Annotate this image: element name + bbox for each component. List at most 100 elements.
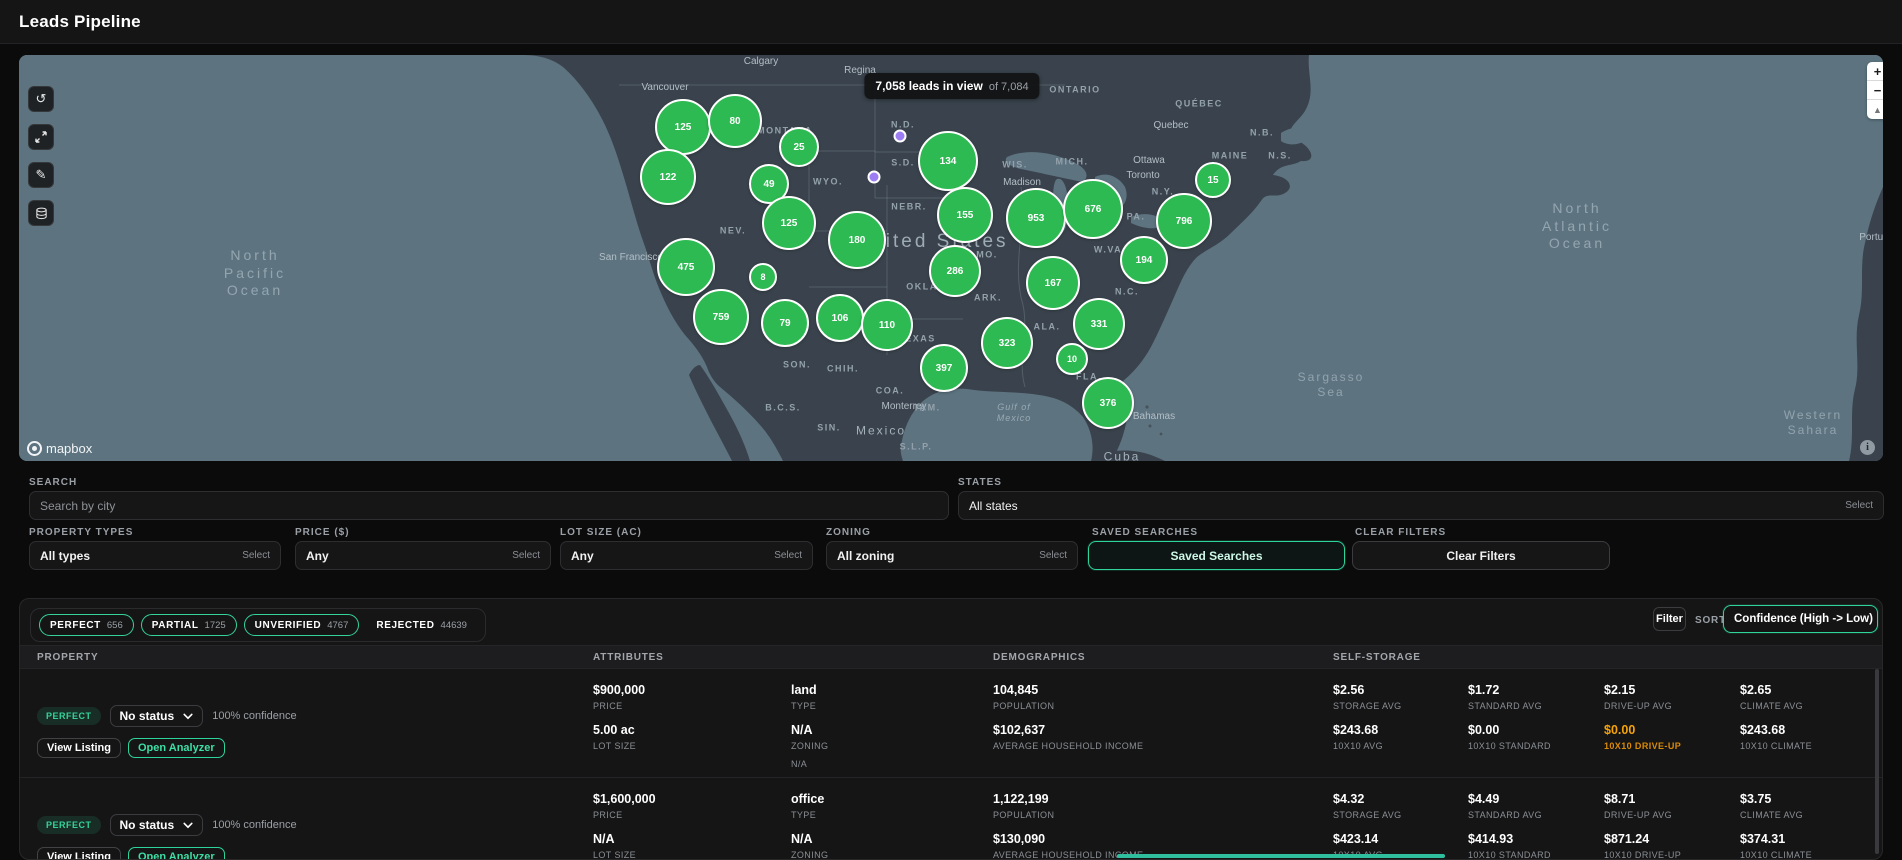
cluster-marker[interactable]: 110 — [861, 299, 913, 351]
cell-value: $3.75 — [1740, 792, 1772, 806]
table-row[interactable]: PERFECT No status 100% confidence View L… — [20, 669, 1882, 778]
cell-label: 10X10 CLIMATE — [1740, 740, 1813, 751]
table-header: PROPERTY ATTRIBUTES DEMOGRAPHICS SELF-ST… — [20, 645, 1882, 669]
tab-perfect[interactable]: PERFECT 656 — [39, 614, 134, 636]
cluster-marker[interactable]: 79 — [761, 299, 809, 347]
cluster-marker[interactable]: 180 — [828, 211, 886, 269]
map[interactable]: Vancouver Calgary Regina Ottawa Toronto Quebe… — [19, 55, 1883, 461]
status-select[interactable]: No status — [109, 814, 204, 836]
cluster-marker[interactable]: 125 — [762, 196, 816, 250]
cluster-marker[interactable]: 15 — [1195, 162, 1231, 198]
cell-value: N/A — [791, 831, 813, 846]
compass-button[interactable]: ▲ — [1867, 100, 1883, 119]
map-toolbar: ↺ ✎ — [28, 86, 54, 226]
open-analyzer-button[interactable]: Open Analyzer — [127, 738, 225, 758]
cell-value: $0.00 — [1468, 722, 1500, 737]
cluster-marker[interactable]: 155 — [937, 187, 993, 243]
expand-map-button[interactable] — [28, 124, 54, 150]
zoom-out-button[interactable]: − — [1867, 81, 1883, 100]
column-property: PROPERTY — [37, 651, 99, 663]
view-listing-button[interactable]: View Listing — [37, 847, 121, 859]
cell-value: $4.49 — [1468, 792, 1500, 806]
tab-label: PERFECT — [50, 619, 101, 631]
property-cell: PERFECT No status 100% confidence View L… — [37, 778, 593, 859]
cluster-marker[interactable]: 953 — [1006, 188, 1066, 248]
cluster-marker[interactable]: 8 — [749, 263, 777, 291]
cell-label-highlighted: 10X10 DRIVE-UP — [1604, 740, 1682, 751]
cluster-marker[interactable]: 796 — [1156, 193, 1212, 249]
filter-button[interactable]: Filter — [1653, 607, 1686, 631]
cluster-marker[interactable]: 286 — [929, 245, 981, 297]
map-nav-control: + − ▲ — [1867, 62, 1883, 119]
cluster-marker[interactable]: 376 — [1082, 377, 1134, 429]
lot-size-select[interactable]: Any Select — [560, 541, 813, 570]
lot-size-action: Select — [774, 550, 802, 561]
cluster-marker[interactable]: 10 — [1056, 343, 1088, 375]
saved-searches-button[interactable]: Saved Searches — [1088, 541, 1345, 570]
search-label: SEARCH — [29, 477, 78, 488]
cluster-marker[interactable]: 759 — [693, 289, 749, 345]
tab-count: 4767 — [327, 619, 349, 631]
map-attribution-button[interactable]: i — [1860, 440, 1875, 455]
cluster-marker[interactable]: 676 — [1063, 179, 1123, 239]
property-types-select[interactable]: All types Select — [29, 541, 281, 570]
tab-rejected[interactable]: REJECTED 44639 — [366, 614, 477, 636]
draw-button[interactable]: ✎ — [28, 162, 54, 188]
clear-filters-button[interactable]: Clear Filters — [1352, 541, 1610, 570]
cluster-marker[interactable]: 25 — [779, 127, 819, 167]
mapbox-wordmark: mapbox — [46, 441, 93, 456]
cluster-marker[interactable]: 397 — [920, 344, 968, 392]
cluster-marker[interactable]: 122 — [640, 149, 696, 205]
cluster-marker[interactable]: 323 — [981, 317, 1033, 369]
cluster-marker[interactable]: 106 — [816, 294, 864, 342]
lead-point-marker[interactable] — [867, 170, 881, 184]
tab-label: PARTIAL — [151, 619, 199, 631]
mapbox-logo[interactable]: mapbox — [27, 441, 92, 456]
lead-point-marker[interactable] — [893, 129, 907, 143]
vertical-scrollbar[interactable] — [1875, 669, 1879, 854]
zoning-select[interactable]: All zoning Select — [826, 541, 1078, 570]
cluster-marker[interactable]: 167 — [1026, 256, 1080, 310]
info-icon: i — [1866, 442, 1869, 453]
status-select[interactable]: No status — [109, 705, 204, 727]
pencil-icon: ✎ — [35, 167, 47, 182]
property-types-action: Select — [242, 550, 270, 561]
cluster-marker[interactable]: 331 — [1073, 298, 1125, 350]
cell-value: $871.24 — [1604, 831, 1650, 846]
open-analyzer-button[interactable]: Open Analyzer — [127, 847, 225, 859]
cell-value: $8.71 — [1604, 792, 1636, 806]
zoom-in-button[interactable]: + — [1867, 62, 1883, 81]
tab-count: 656 — [106, 619, 123, 631]
zoning-label: ZONING — [826, 527, 871, 538]
price-select[interactable]: Any Select — [295, 541, 551, 570]
sort-label: SORT — [1695, 615, 1726, 626]
cluster-marker[interactable]: 80 — [708, 94, 762, 148]
attributes-col-1: $900,000 PRICE 5.00 ac LOT SIZE — [593, 669, 791, 780]
clear-filters-button-label: Clear Filters — [1446, 548, 1516, 563]
cell-value: $130,090 — [993, 831, 1046, 846]
cluster-marker[interactable]: 194 — [1120, 236, 1168, 284]
cell-label: PRICE — [593, 810, 623, 820]
cluster-marker[interactable]: 125 — [655, 99, 711, 155]
cell-value: $243.68 — [1333, 722, 1379, 737]
table-row[interactable]: PERFECT No status 100% confidence View L… — [20, 778, 1882, 859]
cluster-marker[interactable]: 475 — [657, 238, 715, 296]
cluster-marker[interactable]: 134 — [918, 131, 978, 191]
sort-select[interactable]: Confidence (High -> Low) — [1723, 605, 1878, 633]
saved-searches-button-label: Saved Searches — [1170, 548, 1263, 563]
horizontal-scrollbar[interactable] — [1117, 854, 1445, 858]
tab-unverified[interactable]: UNVERIFIED 4767 — [243, 614, 360, 636]
chevron-down-icon — [183, 713, 193, 719]
leads-count: 7,058 leads in view — [875, 79, 983, 93]
cell-label: 10X10 STANDARD — [1468, 740, 1551, 751]
layers-button[interactable] — [28, 200, 54, 226]
tab-partial[interactable]: PARTIAL 1725 — [140, 614, 237, 636]
view-listing-button[interactable]: View Listing — [37, 738, 121, 758]
search-input[interactable] — [29, 491, 949, 520]
open-analyzer-label: Open Analyzer — [137, 742, 215, 754]
cell-value: $414.93 — [1468, 831, 1514, 846]
map-base-layer — [19, 55, 1883, 461]
states-select[interactable]: All states Select — [958, 491, 1884, 520]
reset-rotation-button[interactable]: ↺ — [28, 86, 54, 112]
